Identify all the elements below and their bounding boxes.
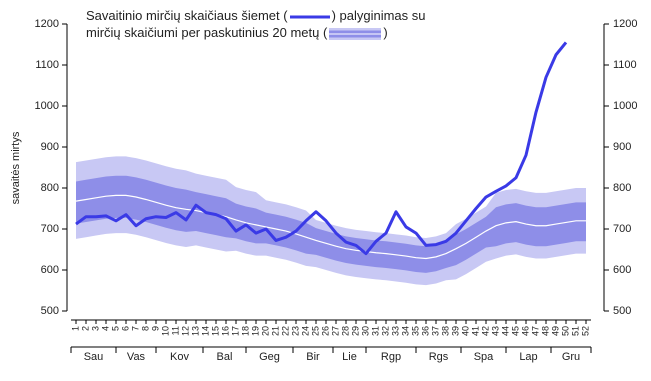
x-tick-label: 18 xyxy=(240,326,250,336)
x-tick-label: 43 xyxy=(490,326,500,336)
x-tick-label: 6 xyxy=(120,326,130,331)
y-tick-label: 600 xyxy=(41,264,59,276)
y2-tick-label: 600 xyxy=(613,264,631,276)
y2-tick-label: 1200 xyxy=(613,18,637,30)
x-tick-label: 49 xyxy=(550,326,560,336)
x-tick-label: 7 xyxy=(130,326,140,331)
legend-text: Savaitinio mirčių skaičiaus šiemet ( xyxy=(86,8,288,23)
x-tick-label: 27 xyxy=(330,326,340,336)
band xyxy=(76,175,586,273)
legend-text: ) palyginimas su xyxy=(331,8,426,23)
month-label: Spa xyxy=(474,351,494,363)
x-tick-label: 47 xyxy=(530,326,540,336)
month-label: Sau xyxy=(84,351,104,363)
legend-row: mirčių skaičiumi per paskutinius 20 metų… xyxy=(86,24,438,41)
y-tick-label: 500 xyxy=(41,305,59,317)
x-tick-label: 24 xyxy=(300,326,310,336)
x-tick-label: 44 xyxy=(500,326,510,336)
x-tick-label: 21 xyxy=(270,326,280,336)
series-line xyxy=(75,41,568,256)
y2-tick-label: 1000 xyxy=(613,100,637,112)
x-tick-label: 37 xyxy=(430,326,440,336)
x-tick-label: 12 xyxy=(180,326,190,336)
month-label: Bal xyxy=(217,351,233,363)
y2-tick-label: 800 xyxy=(613,182,631,194)
y-tick-label: 900 xyxy=(41,141,59,153)
x-tick-label: 51 xyxy=(570,326,580,336)
x-tick-label: 1 xyxy=(70,326,80,331)
month-label: Vas xyxy=(127,351,146,363)
legend-band-swatch xyxy=(329,27,382,40)
y2-tick-label: 1100 xyxy=(613,59,637,71)
x-tick-label: 5 xyxy=(110,326,120,331)
x-tick-label: 2 xyxy=(80,326,90,331)
y2-tick-label: 900 xyxy=(613,141,631,153)
x-tick-label: 52 xyxy=(580,326,590,336)
month-label: Lie xyxy=(342,351,357,363)
x-tick-label: 10 xyxy=(160,326,170,336)
x-tick-label: 34 xyxy=(400,326,410,336)
legend-row: Savaitinio mirčių skaičiaus šiemet ( ) pa… xyxy=(86,7,438,24)
x-tick-label: 28 xyxy=(340,326,350,336)
x-tick-label: 15 xyxy=(210,326,220,336)
x-tick-label: 9 xyxy=(150,326,160,331)
month-label: Rgs xyxy=(429,351,449,363)
x-tick-label: 16 xyxy=(220,326,230,336)
legend-text: ) xyxy=(383,25,388,40)
legend-line-swatch xyxy=(289,15,330,19)
legend: Savaitinio mirčių skaičiaus šiemet ( ) pa… xyxy=(86,7,438,41)
x-tick-label: 22 xyxy=(280,326,290,336)
month-label: Geg xyxy=(259,351,280,363)
x-tick-label: 23 xyxy=(290,326,300,336)
month-label: Bir xyxy=(306,351,320,363)
y2-tick-label: 700 xyxy=(613,223,631,235)
month-label: Gru xyxy=(562,351,580,363)
x-tick-label: 17 xyxy=(230,326,240,336)
y-tick-label: 800 xyxy=(41,182,59,194)
y-tick-label: 1000 xyxy=(35,100,59,112)
x-tick-label: 8 xyxy=(140,326,150,331)
x-tick-label: 41 xyxy=(470,326,480,336)
month-label: Lap xyxy=(519,351,537,363)
month-label: Kov xyxy=(170,351,189,363)
x-tick-label: 30 xyxy=(360,326,370,336)
y-tick-label: 1200 xyxy=(35,18,59,30)
x-tick-label: 33 xyxy=(390,326,400,336)
month-label: Rgp xyxy=(381,351,401,363)
y2-tick-label: 500 xyxy=(613,305,631,317)
x-tick-label: 39 xyxy=(450,326,460,336)
legend-text: mirčių skaičiumi per paskutinius 20 metų… xyxy=(86,25,328,40)
x-tick-label: 50 xyxy=(560,326,570,336)
x-tick-label: 40 xyxy=(460,326,470,336)
x-tick-label: 46 xyxy=(520,326,530,336)
x-tick-label: 19 xyxy=(250,326,260,336)
x-tick-label: 32 xyxy=(380,326,390,336)
x-tick-label: 36 xyxy=(420,326,430,336)
x-tick-label: 20 xyxy=(260,326,270,336)
x-tick-label: 31 xyxy=(370,326,380,336)
x-tick-label: 29 xyxy=(350,326,360,336)
x-tick-label: 48 xyxy=(540,326,550,336)
x-tick-label: 25 xyxy=(310,326,320,336)
x-tick-label: 38 xyxy=(440,326,450,336)
x-tick-label: 26 xyxy=(320,326,330,336)
median-line xyxy=(75,194,586,260)
y-tick-label: 1100 xyxy=(35,59,59,71)
x-tick-label: 35 xyxy=(410,326,420,336)
x-tick-label: 13 xyxy=(190,326,200,336)
x-tick-label: 45 xyxy=(510,326,520,336)
x-tick-label: 42 xyxy=(480,326,490,336)
y-axis-label: savaitės mirtys xyxy=(10,131,22,204)
x-tick-label: 11 xyxy=(170,326,180,335)
x-tick-label: 14 xyxy=(200,326,210,336)
y-tick-label: 700 xyxy=(41,223,59,235)
x-tick-label: 4 xyxy=(100,326,110,331)
x-tick-label: 3 xyxy=(90,326,100,331)
